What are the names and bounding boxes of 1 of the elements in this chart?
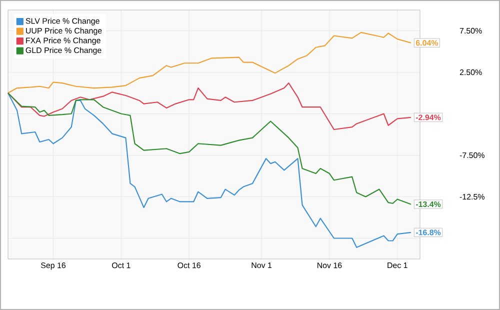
line-series [7, 92, 412, 248]
